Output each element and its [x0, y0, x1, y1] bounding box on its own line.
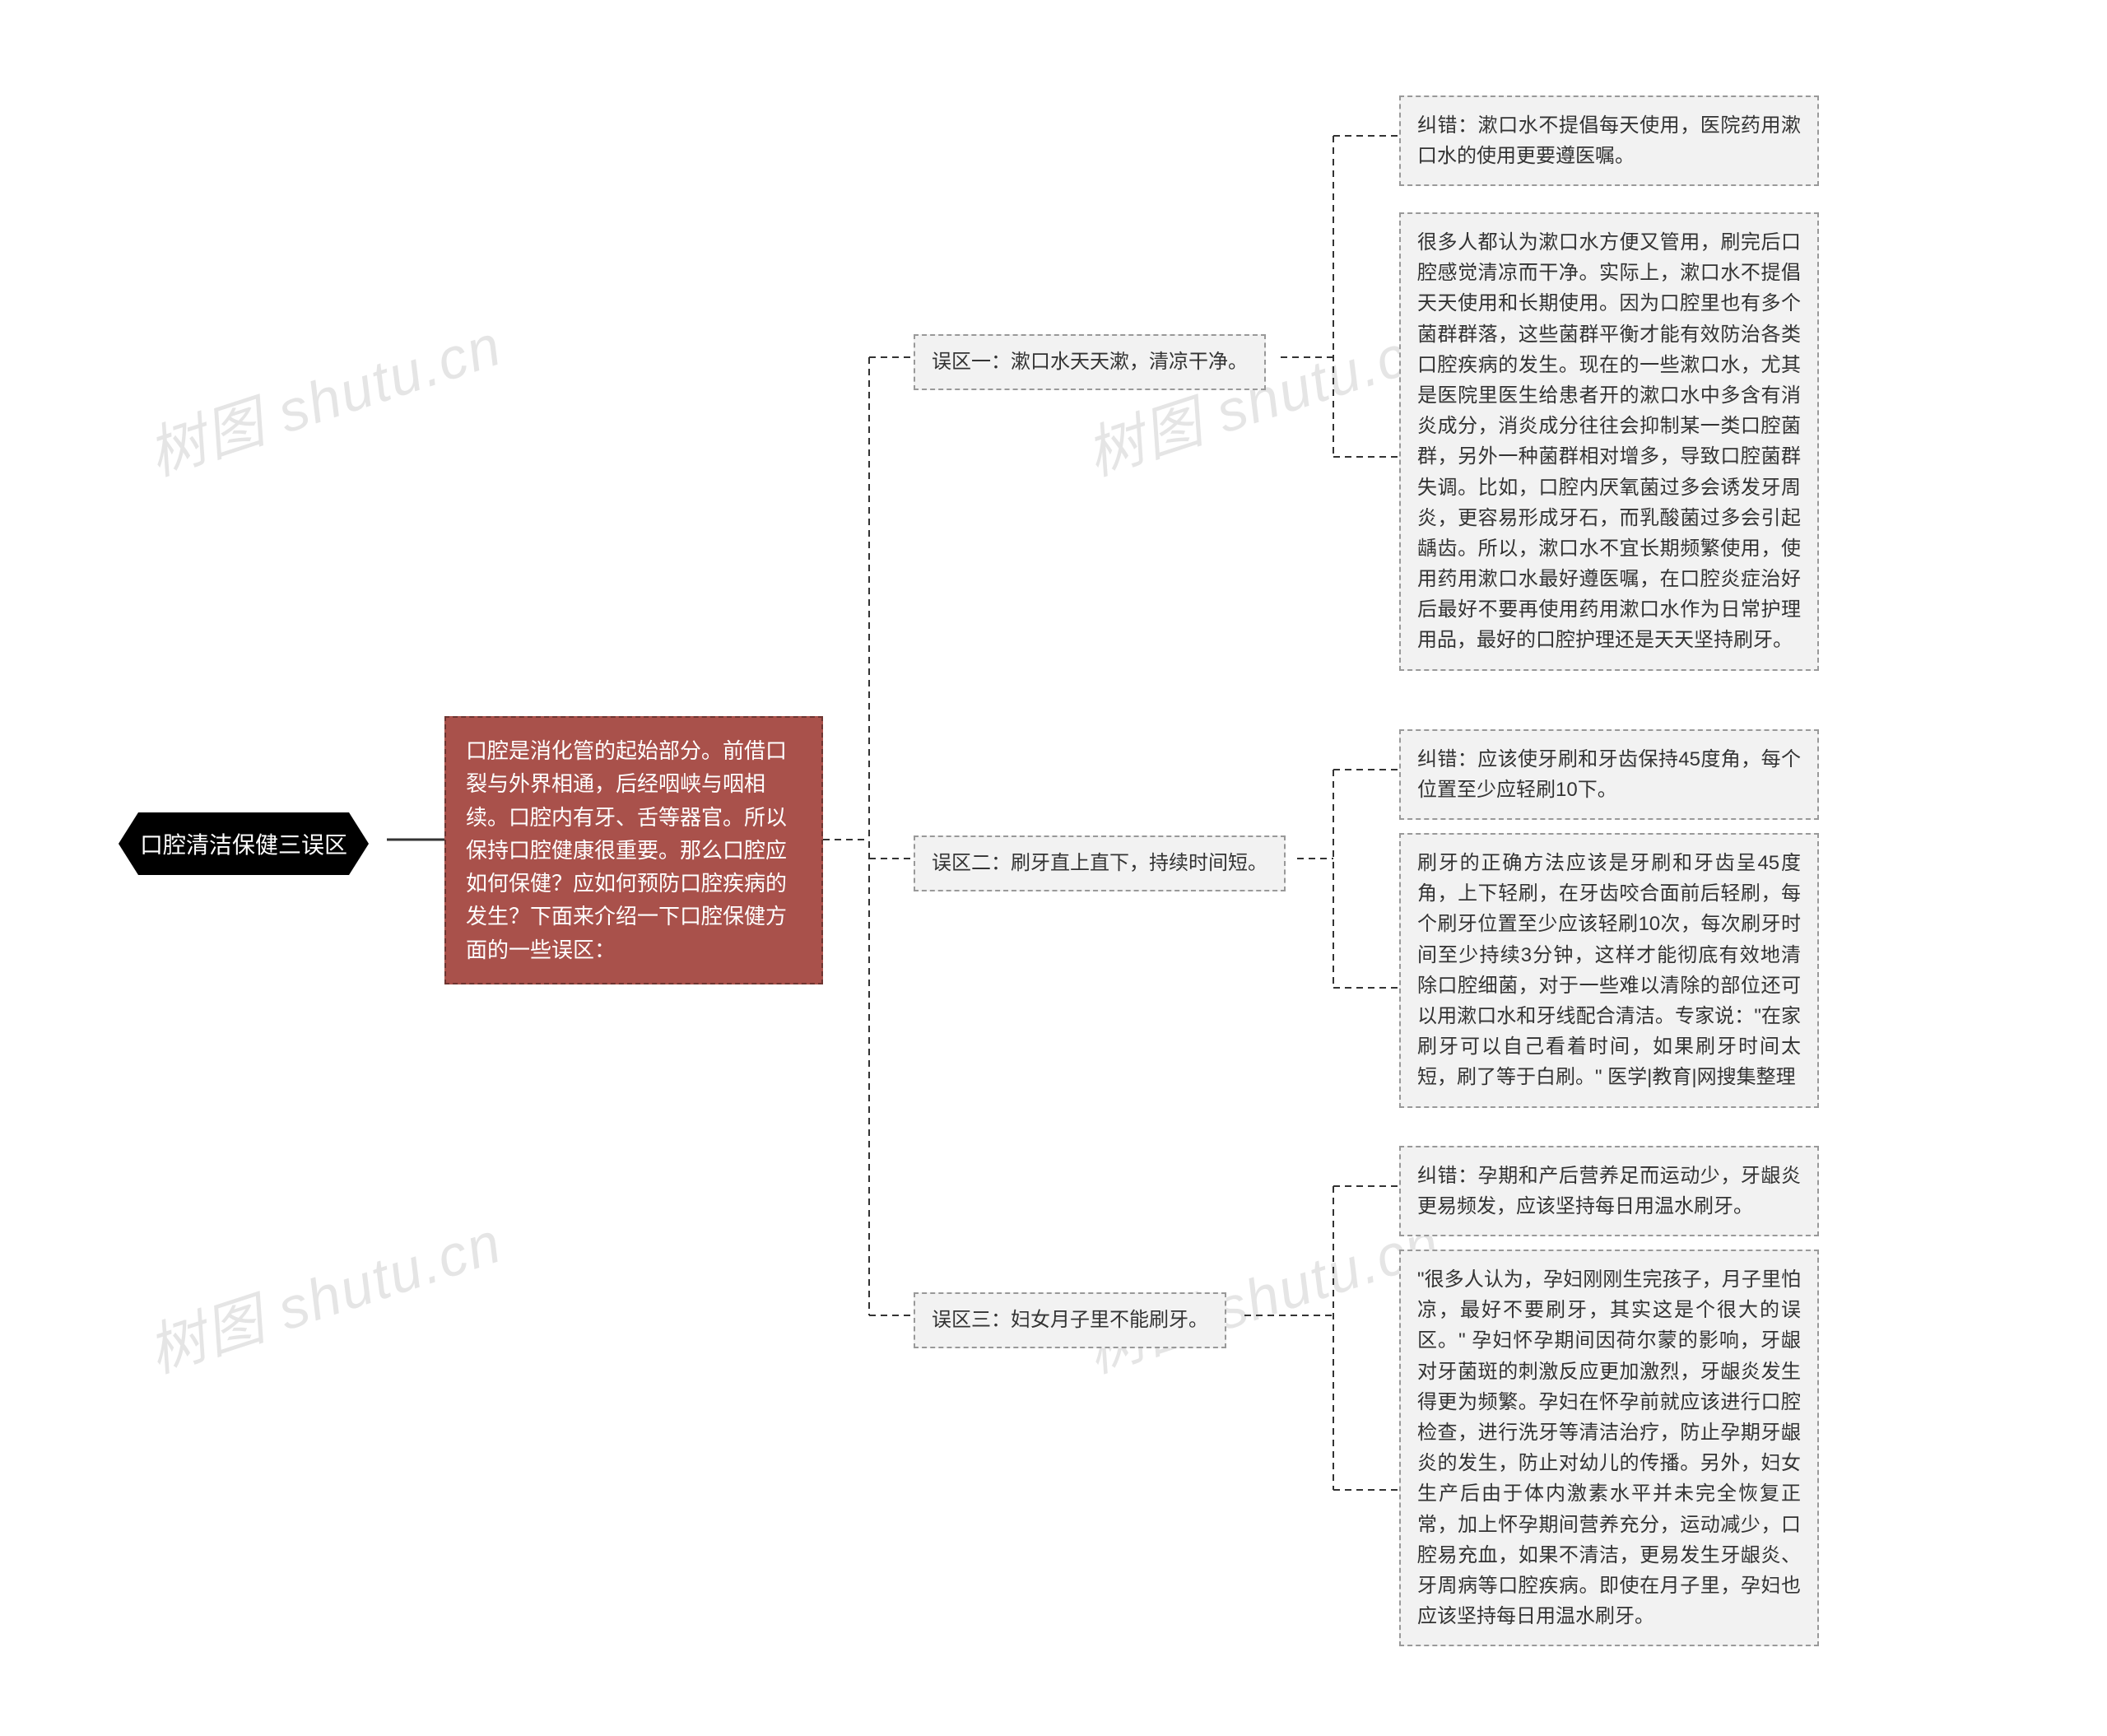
leaf-1b-detail: 很多人都认为漱口水方便又管用，刷完后口腔感觉清凉而干净。实际上，漱口水不提倡天天… [1399, 212, 1819, 671]
branch-misconception-2: 误区二：刷牙直上直下，持续时间短。 [914, 835, 1286, 891]
root-title: 口腔清洁保健三误区 [140, 832, 347, 858]
branch-label: 误区一：漱口水天天漱，清凉干净。 [932, 351, 1248, 373]
leaf-2a-correction: 纠错：应该使牙刷和牙齿保持45度角，每个位置至少应轻刷10下。 [1399, 729, 1819, 820]
leaf-text: 纠错：应该使牙刷和牙齿保持45度角，每个位置至少应轻刷10下。 [1417, 748, 1801, 801]
leaf-3b-detail: "很多人认为，孕妇刚刚生完孩子，月子里怕凉，最好不要刷牙，其实这是个很大的误区。… [1399, 1250, 1819, 1646]
leaf-2b-detail: 刷牙的正确方法应该是牙刷和牙齿呈45度角，上下轻刷，在牙齿咬合面前后轻刷，每个刷… [1399, 833, 1819, 1108]
root-node: 口腔清洁保健三误区 [119, 812, 369, 875]
leaf-text: 纠错：漱口水不提倡每天使用，医院药用漱口水的使用更要遵医嘱。 [1417, 114, 1801, 167]
branch-misconception-3: 误区三：妇女月子里不能刷牙。 [914, 1292, 1226, 1348]
leaf-3a-correction: 纠错：孕期和产后营养足而运动少，牙龈炎更易频发，应该坚持每日用温水刷牙。 [1399, 1146, 1819, 1236]
branch-label: 误区三：妇女月子里不能刷牙。 [932, 1309, 1208, 1331]
leaf-1a-correction: 纠错：漱口水不提倡每天使用，医院药用漱口水的使用更要遵医嘱。 [1399, 95, 1819, 186]
branch-misconception-1: 误区一：漱口水天天漱，清凉干净。 [914, 334, 1266, 390]
intro-node: 口腔是消化管的起始部分。前借口裂与外界相通，后经咽峡与咽相续。口腔内有牙、舌等器… [444, 716, 823, 984]
leaf-text: "很多人认为，孕妇刚刚生完孩子，月子里怕凉，最好不要刷牙，其实这是个很大的误区。… [1417, 1268, 1801, 1627]
leaf-text: 很多人都认为漱口水方便又管用，刷完后口腔感觉清凉而干净。实际上，漱口水不提倡天天… [1417, 231, 1801, 651]
leaf-text: 刷牙的正确方法应该是牙刷和牙齿呈45度角，上下轻刷，在牙齿咬合面前后轻刷，每个刷… [1417, 852, 1801, 1088]
watermark: 树图 shutu.cn [1074, 300, 1449, 492]
intro-text: 口腔是消化管的起始部分。前借口裂与外界相通，后经咽峡与咽相续。口腔内有牙、舌等器… [466, 738, 787, 962]
watermark: 树图 shutu.cn [136, 1197, 510, 1389]
leaf-text: 纠错：孕期和产后营养足而运动少，牙龈炎更易频发，应该坚持每日用温水刷牙。 [1417, 1165, 1801, 1217]
watermark: 树图 shutu.cn [136, 300, 510, 492]
branch-label: 误区二：刷牙直上直下，持续时间短。 [932, 852, 1267, 874]
